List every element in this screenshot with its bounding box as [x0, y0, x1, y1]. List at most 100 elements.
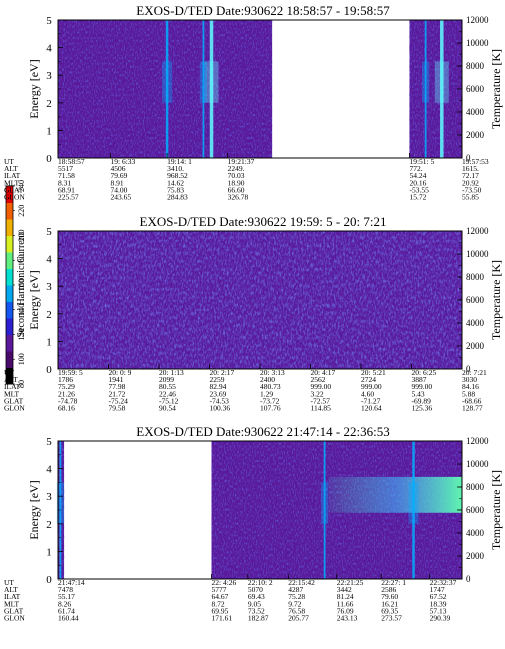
- colorbar-cell: [6, 202, 13, 220]
- y-tick-label: 5: [46, 226, 52, 238]
- ephemeris-value: 75.28: [288, 592, 305, 601]
- ephemeris-value: 3410.: [167, 164, 184, 173]
- ephemeris-value: 120.64: [361, 404, 382, 413]
- ephemeris-value: 171.61: [212, 614, 233, 623]
- ephemeris-value: 69.43: [248, 592, 265, 601]
- ephemeris-value: 23.69: [210, 389, 227, 398]
- streak-glow: [321, 482, 329, 524]
- colorbar-cell: [6, 235, 13, 253]
- ephemeris-value: 273.57: [381, 614, 402, 623]
- ephemeris-value: 8.91: [111, 178, 124, 187]
- ephemeris-row-label: ILAT: [4, 171, 21, 180]
- ephemeris-value: 2400: [260, 375, 275, 384]
- y-tick-label: 2: [46, 309, 52, 321]
- ephemeris-value: 9.72: [288, 599, 301, 608]
- data-noise: [409, 20, 462, 158]
- y-tick-label: 3: [46, 491, 52, 503]
- ephemeris-value: 20: 2:17: [210, 368, 235, 377]
- ephemeris-value: 1747: [430, 585, 445, 594]
- ephemeris-value: 243.13: [337, 614, 358, 623]
- ephemeris-value: 67.52: [430, 592, 447, 601]
- ephemeris-value: 225.57: [58, 193, 79, 202]
- ephemeris-row-label: GLON: [4, 193, 25, 202]
- ephemeris-value: 82.94: [210, 382, 227, 391]
- ephemeris-row-label: MLT: [4, 389, 20, 398]
- ephemeris-value: 3030: [462, 375, 477, 384]
- ephemeris-row-label: GLAT: [4, 185, 24, 194]
- ephemeris-value: 1.29: [260, 389, 273, 398]
- ephemeris-value: 11.66: [337, 599, 354, 608]
- ephemeris-value: 19:51: 5: [409, 157, 434, 166]
- ephemeris-value: 2586: [381, 585, 396, 594]
- streak-glow: [199, 61, 208, 103]
- ephemeris-value: 14.62: [167, 178, 184, 187]
- ephemeris-value: 3887: [412, 375, 427, 384]
- y-tick-label: 5: [46, 436, 52, 448]
- ephemeris-value: 22:21:25: [337, 578, 364, 587]
- ephemeris-value: 5.88: [462, 389, 475, 398]
- y2-tick-label: 12000: [466, 15, 489, 25]
- y2-tick-label: 4000: [466, 107, 485, 117]
- y-tick-label: 3: [46, 70, 52, 82]
- ephemeris-value: 54.24: [409, 171, 426, 180]
- y2-tick-label: 10000: [466, 459, 489, 469]
- ephemeris-value: 80.55: [159, 382, 176, 391]
- ephemeris-value: 1941: [109, 375, 124, 384]
- y2-tick-label: 6000: [466, 295, 485, 305]
- y2-axis-label: Temperature [K]: [489, 49, 503, 129]
- y2-tick-label: 4000: [466, 528, 485, 538]
- ephemeris-value: 999.00: [361, 382, 382, 391]
- ephemeris-value: 20: 0: 9: [109, 368, 132, 377]
- ephemeris-row-label: UT: [4, 157, 14, 166]
- ephemeris-value: 284.83: [167, 193, 188, 202]
- panel-2: EXOS-D/TED Date:930622 19:59: 5 - 20: 7:…: [4, 214, 503, 413]
- colorbar-tick-label: 140: [17, 304, 26, 316]
- ephemeris-value: 22:10: 2: [248, 578, 273, 587]
- colorbar-tick-label: 180: [17, 254, 26, 266]
- ephemeris-value: 125.36: [412, 404, 433, 413]
- streak-glow: [422, 61, 430, 103]
- ephemeris-value: 326.78: [228, 193, 249, 202]
- ephemeris-value: 66.60: [228, 185, 245, 194]
- colorbar-tick-label: 220: [17, 205, 26, 217]
- ephemeris-value: 22.46: [159, 389, 176, 398]
- data-noise-extra: [58, 231, 462, 369]
- ephemeris-row-label: MLT: [4, 178, 20, 187]
- ephemeris-value: 5.43: [412, 389, 425, 398]
- ephemeris-value: 81.24: [337, 592, 354, 601]
- bright-streak: [412, 441, 415, 579]
- colorbar-label: Second Harmonic Current: [16, 232, 27, 337]
- y2-axis-label: Temperature [K]: [489, 470, 503, 550]
- ephemeris-value: 64.67: [212, 592, 229, 601]
- ephemeris-value: 20.92: [462, 178, 479, 187]
- bright-band: [328, 476, 462, 513]
- ephemeris-value: 16.21: [381, 599, 398, 608]
- ephemeris-row-label: UT: [4, 368, 14, 377]
- ephemeris-value: 18.39: [430, 599, 447, 608]
- ephemeris-value: -53.55: [409, 185, 429, 194]
- ephemeris-value: 8.72: [212, 599, 225, 608]
- streak-glow: [204, 61, 219, 103]
- ephemeris-value: 2259: [210, 375, 225, 384]
- bright-streak: [202, 20, 205, 158]
- ephemeris-value: -68.66: [462, 396, 482, 405]
- ephemeris-row-label: ILAT: [4, 592, 21, 601]
- ephemeris-value: 22: 4:26: [212, 578, 237, 587]
- ephemeris-value: 79.58: [109, 404, 126, 413]
- ephemeris-row-label: GLAT: [4, 606, 24, 615]
- colorbar-tick-label: 100: [17, 353, 26, 365]
- ephemeris-value: 100.36: [210, 404, 231, 413]
- ephemeris-value: 20: 3:13: [260, 368, 285, 377]
- ephemeris-value: 55.17: [58, 592, 75, 601]
- y2-tick-label: 2000: [466, 130, 485, 140]
- y-tick-label: 4: [46, 43, 52, 55]
- y2-tick-label: 12000: [466, 436, 489, 446]
- y-tick-label: 1: [46, 336, 52, 348]
- ephemeris-value: -73.72: [260, 396, 280, 405]
- colorbar-tick-label: 120: [17, 329, 26, 341]
- ephemeris-value: 128.77: [462, 404, 483, 413]
- y2-tick-label: 2000: [466, 551, 485, 561]
- ephemeris-value: 76.09: [337, 606, 354, 615]
- ephemeris-value: -71.27: [361, 396, 381, 405]
